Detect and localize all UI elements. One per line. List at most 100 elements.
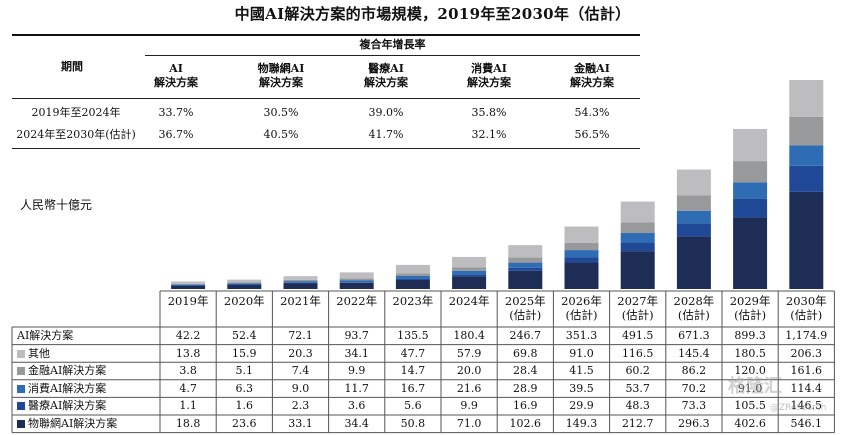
row-label: 醫療AI解決方案 (28, 399, 107, 413)
x-tick-label: 2027年 (估計) (617, 294, 659, 322)
bar-segment (564, 257, 599, 263)
bar-segment (339, 278, 374, 281)
data-label: 70.2 (681, 381, 707, 395)
data-label: 28.9 (513, 381, 538, 395)
bar-segment (733, 161, 768, 183)
data-label: 86.2 (681, 364, 707, 378)
data-label: 145.4 (678, 346, 710, 360)
bar-segment (789, 116, 824, 146)
data-label: 60.2 (625, 364, 650, 378)
chart-title: 中國AI解決方案的市場規模，2019年至2030年（估計） (234, 5, 631, 23)
data-label: 212.7 (621, 417, 654, 430)
cagr-value: 56.5% (574, 128, 610, 141)
bar-segment (789, 80, 824, 117)
x-tick-label: 2021年 (280, 294, 321, 308)
period-header: 期間 (61, 60, 83, 73)
data-label: 9.9 (347, 364, 366, 378)
watermark-logo: 格隆汇 (728, 376, 782, 397)
data-label: 120.0 (734, 364, 766, 378)
bar-segment (283, 276, 318, 280)
bar-segment (395, 264, 430, 274)
data-label: 1.6 (235, 399, 254, 413)
data-label: 39.5 (569, 381, 594, 395)
bar-segment (620, 242, 655, 252)
bar-segment (171, 285, 206, 287)
bar-segment (395, 275, 430, 279)
cagr-value: 54.3% (574, 106, 610, 119)
data-label: 47.7 (400, 346, 426, 360)
table-top-rule (12, 34, 640, 36)
x-tick-label: 2020年 (223, 294, 265, 308)
bar-segment (227, 283, 262, 285)
bar-segment (508, 262, 543, 268)
data-label: 116.5 (621, 346, 654, 360)
cagr-value: 36.7% (158, 128, 194, 141)
x-tick-label: 2024年 (448, 294, 490, 308)
table-header-rule (12, 98, 640, 99)
legend-swatch (17, 420, 25, 428)
data-label: 3.6 (347, 399, 366, 413)
bar-segment (283, 283, 318, 289)
bar-segment (339, 282, 374, 289)
bar-segment (227, 284, 262, 286)
bar-segment (283, 279, 318, 282)
row-label: 金融AI解決方案 (28, 364, 107, 378)
data-label: 73.3 (681, 399, 707, 413)
x-tick-label: 2028年 (估計) (673, 294, 715, 322)
x-tick-label: 2030年 (估計) (785, 294, 827, 322)
cagr-column-header: 消費AI 解決方案 (467, 62, 511, 89)
bar-segment (395, 278, 430, 280)
data-label: 5.1 (235, 364, 254, 378)
bar-segment (789, 145, 824, 166)
bar-segment (395, 273, 430, 276)
data-label: 28.4 (513, 364, 538, 378)
data-label: 899.3 (734, 329, 766, 342)
data-label: 42.2 (175, 329, 201, 342)
legend-swatch (17, 384, 25, 393)
data-label: 13.8 (175, 346, 201, 360)
data-label: 671.3 (678, 329, 710, 342)
row-label: AI解決方案 (17, 329, 74, 342)
cagr-period: 2024年至2030年(估計) (16, 128, 136, 141)
bar-segment (283, 281, 318, 283)
legend-swatch (17, 349, 25, 358)
data-label: 23.6 (232, 417, 257, 430)
data-label: 16.9 (513, 399, 538, 413)
bar-segment (227, 282, 262, 284)
data-label: 9.0 (291, 381, 310, 395)
row-label: 其他 (28, 346, 50, 360)
cagr-value: 30.5% (263, 106, 299, 119)
cagr-value: 40.5% (263, 128, 299, 141)
data-label: 14.7 (400, 364, 426, 378)
data-label: 18.8 (175, 417, 201, 430)
cagr-value: 39.0% (368, 106, 404, 119)
bar-segment (508, 245, 543, 258)
bar-segment (508, 257, 543, 263)
cagr-column-header: 醫療AI 解決方案 (364, 62, 408, 89)
legend-swatch (17, 367, 25, 376)
bar-segment (733, 182, 768, 199)
data-label: 296.3 (678, 417, 710, 430)
bar-segment (733, 217, 768, 289)
bar-segment (283, 282, 318, 284)
row-label: 物聯網AI解決方案 (28, 417, 118, 430)
bar-segment (452, 276, 487, 289)
bar-segment (564, 242, 599, 251)
data-label: 135.5 (397, 329, 429, 342)
cagr-group-header: 複合年增長率 (359, 38, 426, 51)
bar-segment (733, 128, 768, 162)
data-label: 21.6 (456, 381, 482, 395)
bar-segment (676, 236, 711, 289)
data-label: 351.3 (565, 329, 598, 342)
cagr-value: 41.7% (368, 128, 404, 141)
data-label: 91.0 (737, 381, 763, 395)
bar-segment (339, 272, 374, 279)
bar-segment (227, 279, 262, 283)
data-label: 20.3 (288, 346, 313, 360)
bar-segment (620, 222, 655, 234)
cagr-column-header: AI 解決方案 (154, 62, 198, 89)
x-tick-label: 2026年 (估計) (561, 294, 602, 322)
data-label: 161.6 (790, 364, 823, 378)
data-label: 91.0 (569, 346, 594, 360)
